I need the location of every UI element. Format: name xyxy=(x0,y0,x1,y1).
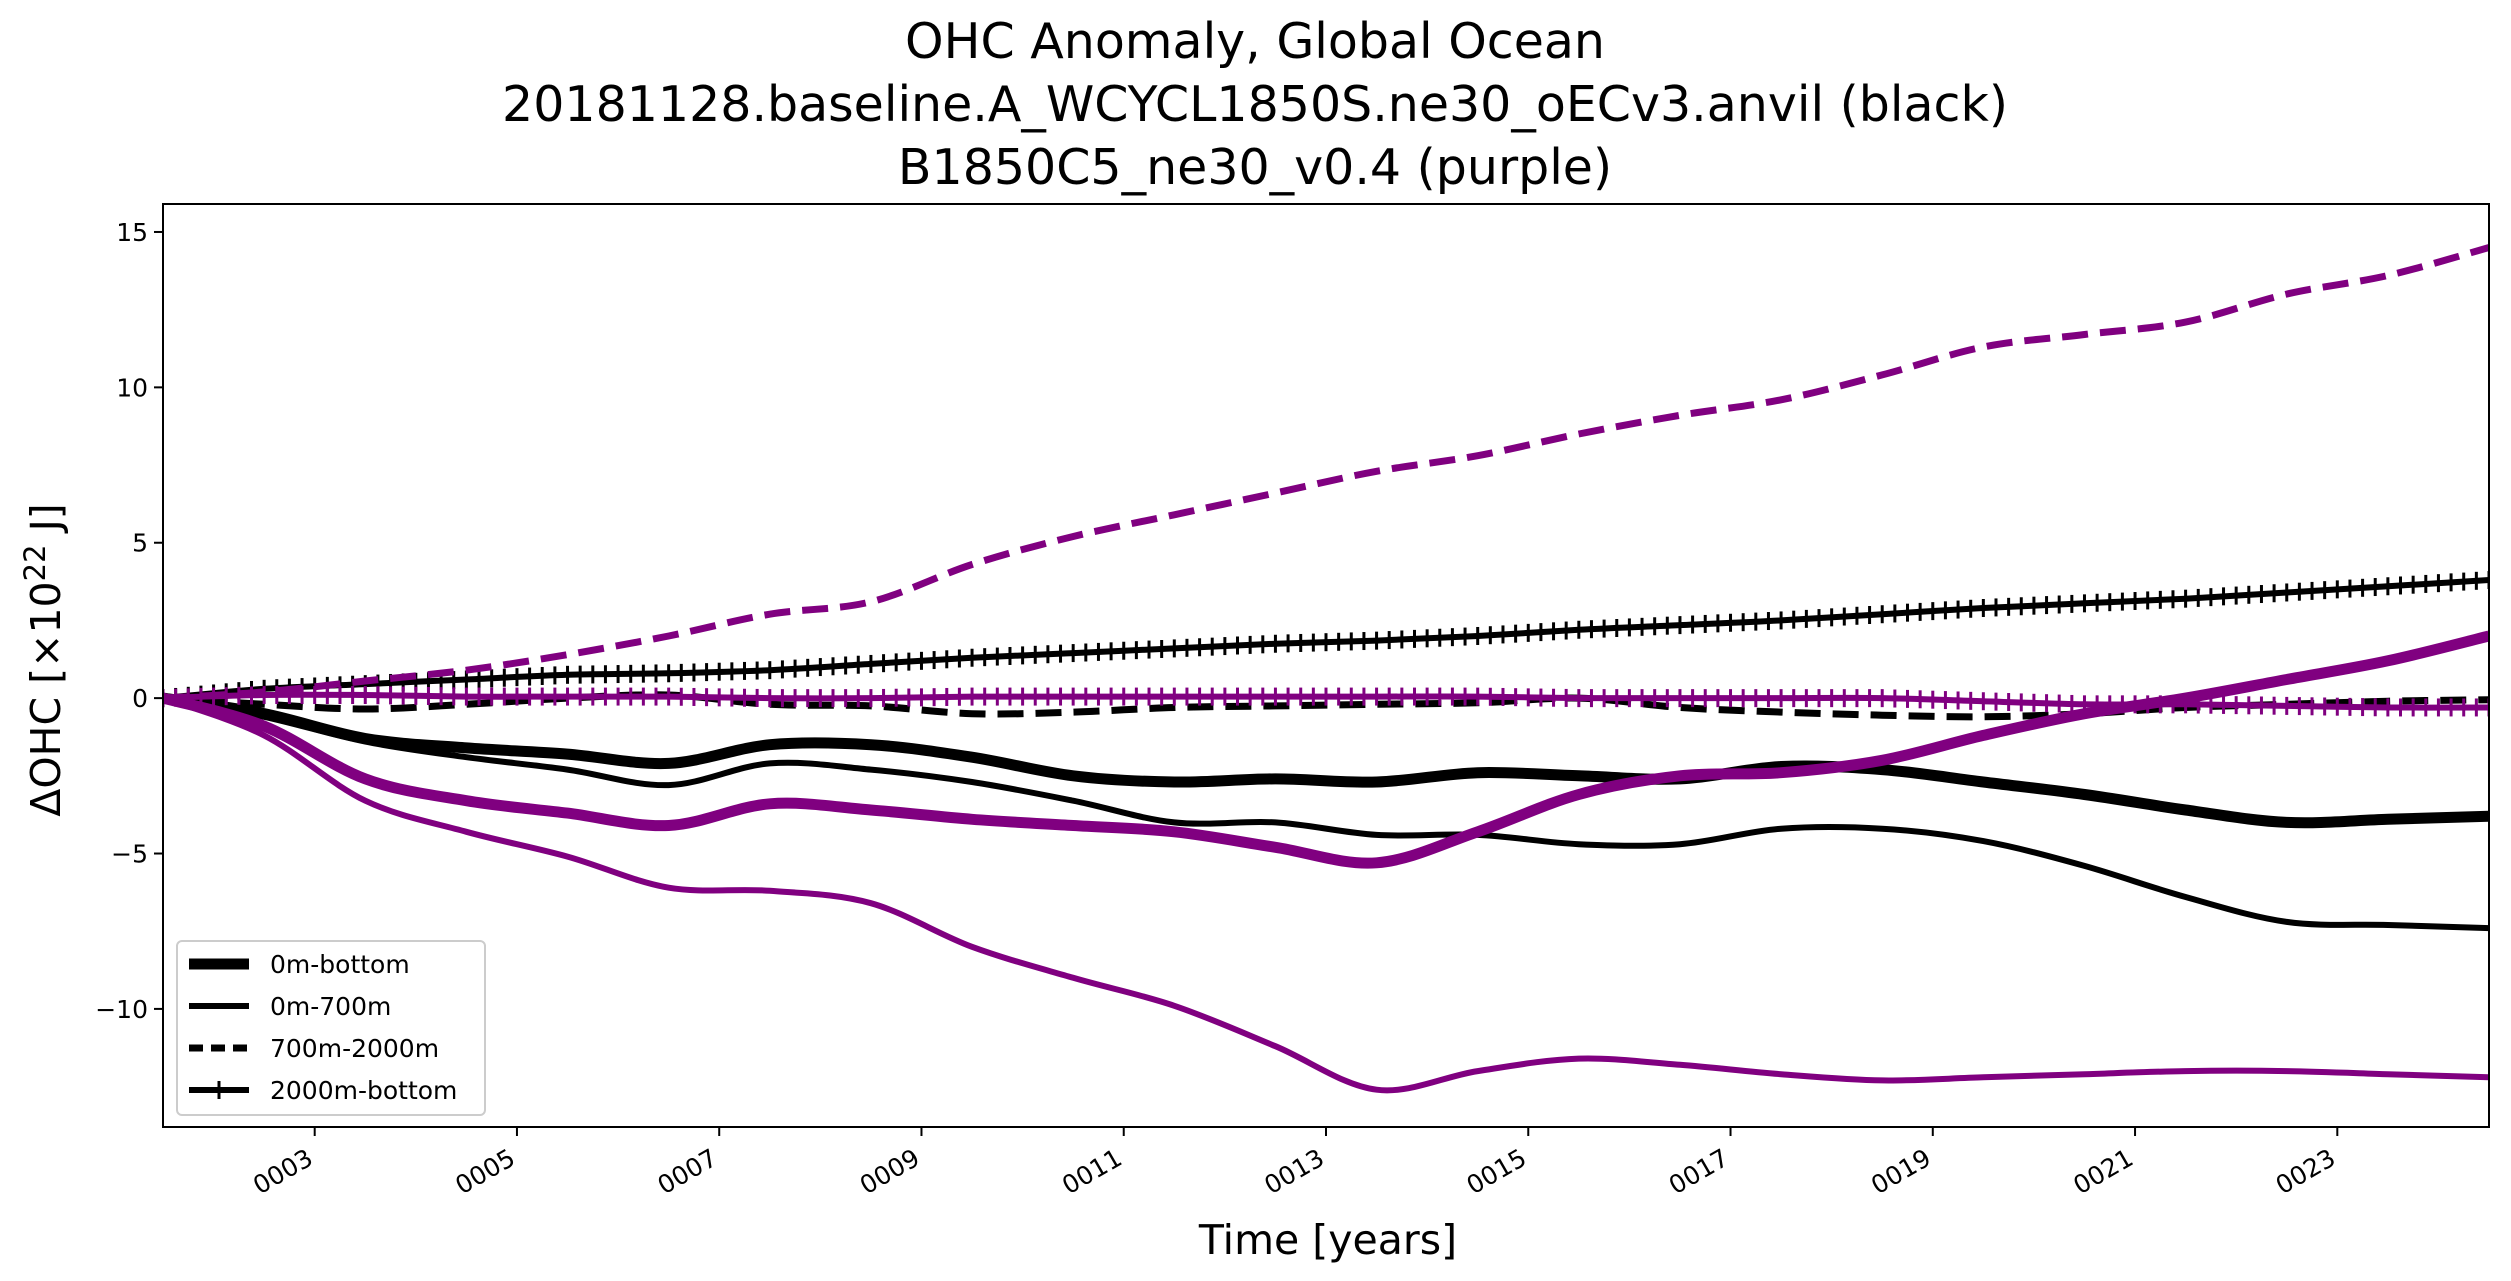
y-axis-label: ΔOHC [×1022 J] xyxy=(18,503,70,816)
x-axis-label: Time [years] xyxy=(1198,1216,1457,1264)
series-line-black-0m-bottom xyxy=(163,692,2489,829)
y-tick-label: 0 xyxy=(132,684,148,713)
series-line-purple-700m-2000m xyxy=(163,244,2489,702)
series-line-purple-2000m-bottom-markers xyxy=(163,686,2489,717)
legend-label: 0m-bottom xyxy=(270,950,410,979)
chart-title-line-1: OHC Anomaly, Global Ocean xyxy=(905,13,1605,70)
plot-area: 0003 0005 0007 0009 0011 0013 0015 0017 0019 0021… xyxy=(95,203,2490,1200)
y-tick-label: −10 xyxy=(95,995,148,1024)
chart-title-line-3: B1850C5_ne30_v0.4 (purple) xyxy=(898,139,1612,196)
legend-frame xyxy=(176,940,486,1116)
legend: 0m-bottom 0m-700m 700m-2000m 2000m-bottom xyxy=(176,940,486,1116)
legend-label: 2000m-bottom xyxy=(270,1076,457,1105)
series-line-purple-0m-bottom xyxy=(163,630,2489,869)
legend-label: 700m-2000m xyxy=(270,1034,439,1063)
series-line-purple-0m-700m xyxy=(163,695,2489,1094)
y-tick-label: 10 xyxy=(116,373,148,402)
y-tick-label: 5 xyxy=(132,529,148,558)
data-lines xyxy=(163,244,2489,1094)
series-line-black-0m-700m xyxy=(163,695,2489,932)
y-axis-label-suffix: J] xyxy=(22,503,70,544)
y-tick-label: −5 xyxy=(111,840,148,869)
y-axis-label-exponent: 22 xyxy=(18,544,52,581)
y-tick-label: 15 xyxy=(116,218,148,247)
chart-title-line-2: 20181128.baseline.A_WCYCL1850S.ne30_oECv… xyxy=(502,76,2008,133)
legend-label: 0m-700m xyxy=(270,992,391,1021)
y-axis-label-prefix: ΔOHC [×10 xyxy=(22,581,70,816)
